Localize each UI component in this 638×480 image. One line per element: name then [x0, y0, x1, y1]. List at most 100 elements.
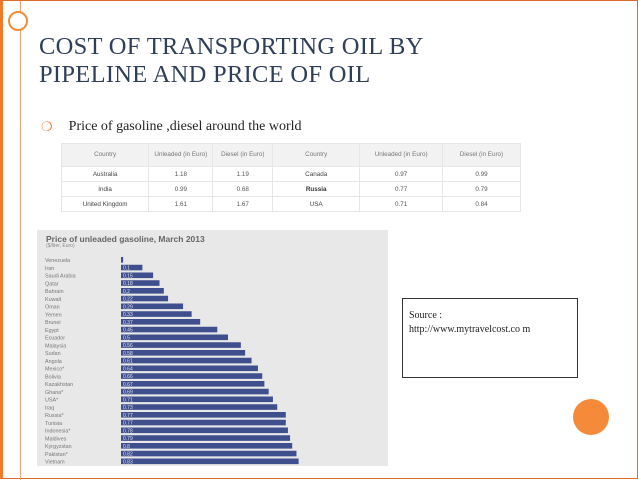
data-label: 0.22 — [123, 297, 133, 303]
fuel-price-table: Country Unleaded (in Euro) Diesel (in Eu… — [60, 143, 522, 212]
bar — [121, 388, 269, 395]
bar — [121, 342, 241, 348]
bar — [121, 357, 252, 364]
bar — [121, 450, 297, 457]
data-label: 0.1 — [123, 266, 130, 272]
bar — [121, 458, 299, 465]
slide-title: COST OF TRANSPORTING OIL BY PIPELINE AND… — [39, 33, 559, 89]
bar — [121, 257, 124, 263]
bar — [121, 319, 201, 325]
table-cell: United Kingdom — [60, 196, 150, 212]
source-url: http://www.mytravelcost.co m — [409, 324, 531, 335]
category-label: Bahrain — [45, 289, 64, 295]
table-cell: USA — [272, 196, 361, 212]
data-label: 0.83 — [123, 459, 133, 465]
category-label: Mexico* — [45, 367, 65, 373]
table-cell: Australia — [60, 166, 150, 182]
table-cell: Canada — [272, 166, 361, 182]
bar — [121, 334, 228, 341]
table-cell: 1.67 — [212, 196, 274, 212]
category-label: Russia* — [45, 413, 64, 419]
bar — [121, 419, 286, 426]
category-label: Saudi Arabia — [45, 274, 76, 280]
data-label: 0.77 — [123, 421, 133, 427]
data-label: 0.67 — [123, 382, 133, 388]
bar — [121, 396, 273, 403]
data-label: 0.29 — [123, 304, 133, 310]
col-header: Diesel (in Euro) — [441, 143, 522, 167]
bar — [121, 264, 143, 271]
bar — [121, 404, 278, 410]
chart-plot: Venezuela Iran 0.1 Saudi Arabia 0.15 Qatar 0.1… — [45, 257, 299, 466]
bullet-text: Price of gasoline ,diesel around the wor… — [68, 119, 302, 134]
bar — [121, 381, 265, 387]
table-cell: Russia — [272, 181, 361, 197]
chart-title: Price of unleaded gasoline, March 2013 — [46, 234, 205, 244]
category-label: Sudan — [45, 351, 61, 357]
table-cell: 0.79 — [441, 181, 522, 197]
category-label: Brunei — [45, 320, 61, 326]
category-label: Maldives — [45, 436, 67, 442]
category-label: Pakistan* — [45, 452, 69, 458]
col-header: Unleaded (in Euro) — [148, 143, 214, 167]
top-circle-decoration — [8, 11, 28, 31]
bar — [121, 435, 291, 441]
data-label: 0.69 — [123, 390, 133, 396]
bar — [121, 295, 169, 302]
bar — [121, 350, 246, 356]
table-cell: 0.71 — [359, 196, 443, 212]
bar — [121, 412, 286, 418]
category-label: Qatar — [45, 281, 59, 287]
category-label: Kyrgyzstan — [45, 444, 72, 450]
bar — [121, 326, 218, 333]
table-cell: 1.18 — [148, 166, 214, 182]
data-label: 0.61 — [123, 359, 133, 365]
category-label: Angola — [45, 359, 62, 365]
data-label: 0.45 — [123, 328, 133, 334]
data-label: 0.78 — [123, 428, 133, 434]
data-label: 0.18 — [123, 281, 133, 287]
chart-subtitle: ($/liter, Euro) — [46, 243, 75, 249]
gasoline-price-chart: Price of unleaded gasoline, March 2013 (… — [37, 230, 388, 466]
data-label: 0.15 — [123, 273, 133, 279]
bottom-right-circle-decoration — [573, 399, 609, 435]
table-row: United Kingdom 1.61 1.67 USA 0.71 0.84 — [60, 196, 522, 212]
table-cell: 0.68 — [212, 181, 274, 197]
category-label: Bolivia — [45, 374, 61, 380]
data-label: 0.8 — [123, 444, 130, 450]
table-cell: 1.19 — [212, 166, 274, 182]
bar — [121, 365, 258, 372]
table-cell: 1.61 — [148, 196, 214, 212]
data-label: 0.79 — [123, 436, 133, 442]
left-accent-line — [20, 1, 21, 480]
bar — [121, 288, 164, 294]
category-label: Vietnam — [45, 460, 65, 466]
bar — [121, 311, 192, 317]
title-line-2: PIPELINE AND PRICE OF OIL — [39, 61, 371, 88]
category-label: Kuwait — [45, 297, 62, 303]
category-label: Oman — [45, 305, 60, 311]
data-label: 0.82 — [123, 452, 133, 458]
data-label: 0.66 — [123, 374, 133, 380]
category-label: Ghana* — [45, 390, 64, 396]
data-label: 0.64 — [123, 366, 133, 372]
table-cell: India — [60, 181, 150, 197]
data-label: 0.77 — [123, 413, 133, 419]
table-cell: 0.97 — [359, 166, 443, 182]
category-label: Yemen — [45, 312, 62, 318]
bar — [121, 373, 263, 379]
data-label: 0.58 — [123, 351, 133, 357]
table-cell: 0.77 — [359, 181, 443, 197]
category-label: Iraq — [45, 405, 54, 411]
category-label: Venezuela — [45, 258, 70, 264]
table-row: Australia 1.18 1.19 Canada 0.97 0.99 — [60, 166, 522, 182]
category-label: Iran — [45, 266, 54, 272]
table-cell: 0.99 — [441, 166, 522, 182]
bullet-item: ❍ Price of gasoline ,diesel around the w… — [41, 119, 302, 135]
category-label: Egypt — [45, 328, 59, 334]
data-label: 0.56 — [123, 343, 133, 349]
category-label: Malaysia — [45, 343, 66, 349]
bar — [121, 280, 160, 286]
col-header: Diesel (in Euro) — [212, 143, 274, 167]
col-header: Country — [272, 143, 361, 167]
